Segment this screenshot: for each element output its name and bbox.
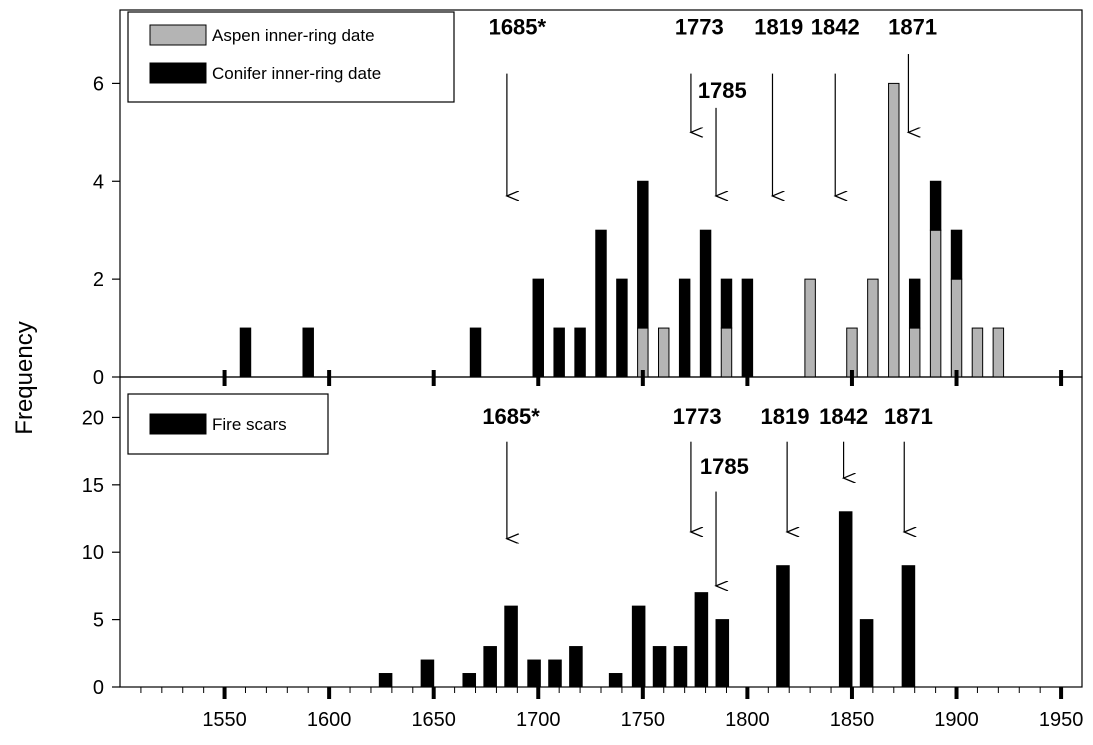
bar-top-series-1 (302, 327, 314, 378)
x-tick-label: 1750 (621, 709, 666, 731)
annotation-label: 1819 (754, 14, 803, 39)
bar-top-series-0 (929, 229, 942, 378)
bar-top-series-0 (992, 327, 1005, 378)
bar-top-series-1 (678, 278, 691, 378)
bar-top-series-1 (699, 229, 712, 378)
bar-top-series-1 (720, 278, 733, 329)
annotation-label: 1819 (761, 404, 810, 429)
bar-top-series-1 (929, 180, 942, 231)
bar-top-series-0 (658, 327, 670, 378)
y-tick-label: 5 (93, 610, 104, 632)
bar-bottom-series-0 (673, 646, 688, 688)
bar-bottom-series-0 (776, 565, 790, 688)
annotation-label: 1871 (888, 14, 937, 39)
bar-top-series-1 (637, 180, 649, 329)
bar-top-series-0 (908, 327, 921, 378)
y-tick-label: 0 (93, 677, 104, 699)
annotation-label: 1785 (698, 78, 747, 103)
bar-top-series-1 (239, 327, 252, 378)
annotation-label: 1685* (489, 14, 547, 39)
legend-swatch (149, 62, 207, 84)
legend-swatch (149, 24, 207, 46)
bar-bottom-series-0 (652, 646, 667, 688)
annotation-label: 1773 (675, 14, 724, 39)
x-tick-label: 1600 (307, 709, 352, 731)
bar-bottom-series-0 (631, 605, 646, 688)
bar-top-series-0 (846, 327, 858, 378)
bar-bottom-series-0 (715, 619, 730, 688)
annotation-label: 1842 (819, 404, 868, 429)
x-tick-label: 1900 (934, 709, 979, 731)
bar-bottom-series-0 (859, 619, 874, 688)
legend-bottom: Fire scars (127, 393, 329, 455)
bar-bottom-series-0 (838, 511, 853, 688)
annotation-label: 1685* (482, 404, 540, 429)
bar-top-series-1 (469, 327, 482, 378)
bar-top-series-0 (888, 82, 900, 378)
bar-bottom-series-0 (548, 659, 562, 688)
y-tick-label: 10 (82, 542, 104, 564)
annotation-label: 1871 (884, 404, 933, 429)
bar-bottom-series-0 (608, 673, 623, 688)
bar-bottom-series-0 (527, 659, 541, 688)
bar-top-series-1 (741, 278, 754, 378)
bar-top-series-0 (804, 278, 816, 378)
bar-bottom-series-0 (694, 592, 709, 688)
bar-top-series-1 (908, 278, 921, 329)
legend-label: Fire scars (212, 415, 287, 434)
x-tick-label: 1550 (202, 709, 247, 731)
x-tick-label: 1800 (725, 709, 770, 731)
bar-bottom-series-0 (483, 646, 497, 688)
bar-bottom-series-0 (901, 565, 916, 688)
legend-top: Aspen inner-ring date Conifer inner-ring … (127, 11, 455, 103)
bar-top-series-0 (867, 278, 879, 378)
bar-top-series-1 (616, 278, 628, 378)
bar-top-series-1 (950, 229, 963, 280)
panel-top: 0 2 4 6 1685* 1773 1785 1819 1842 1871 Aspen inner… (93, 9, 1083, 389)
bar-top-series-1 (553, 327, 565, 378)
legend-swatch (149, 413, 207, 435)
bar-bottom-series-0 (504, 605, 518, 688)
x-tick-label: 1700 (516, 709, 561, 731)
y-tick-label: 6 (93, 73, 104, 95)
bar-top-series-1 (574, 327, 586, 378)
y-tick-label: 15 (82, 475, 104, 497)
bar-bottom-series-0 (378, 673, 393, 688)
x-axis: 1550 1600 1650 1700 1750 1800 1850 1900 1950 (140, 370, 1084, 731)
bar-top-series-1 (532, 278, 544, 378)
annotation-label: 1785 (700, 454, 749, 479)
y-tick-label: 0 (93, 367, 104, 389)
bar-top-series-0 (637, 327, 649, 378)
x-tick-label: 1950 (1039, 709, 1084, 731)
bar-top-series-0 (720, 327, 733, 378)
panel-bottom: 0 5 10 15 20 1685* 1773 1785 1819 1842 1871 Fire sc… (82, 376, 1083, 699)
y-tick-label: 4 (93, 171, 104, 193)
legend-label: Conifer inner-ring date (212, 64, 381, 83)
bar-top-series-1 (595, 229, 607, 378)
bar-bottom-series-0 (462, 673, 477, 688)
bar-bottom-series-0 (420, 659, 435, 688)
bar-bottom-series-0 (569, 646, 583, 688)
x-tick-label: 1650 (411, 709, 456, 731)
bar-top-series-0 (971, 327, 984, 378)
annotation-label: 1842 (811, 14, 860, 39)
y-tick-label: 2 (93, 269, 104, 291)
y-tick-label: 20 (82, 407, 104, 429)
annotation-label: 1773 (673, 404, 722, 429)
bar-top-series-0 (950, 278, 963, 378)
x-tick-label: 1850 (830, 709, 875, 731)
y-axis-label: Frequency (11, 321, 38, 434)
legend-label: Aspen inner-ring date (212, 26, 375, 45)
